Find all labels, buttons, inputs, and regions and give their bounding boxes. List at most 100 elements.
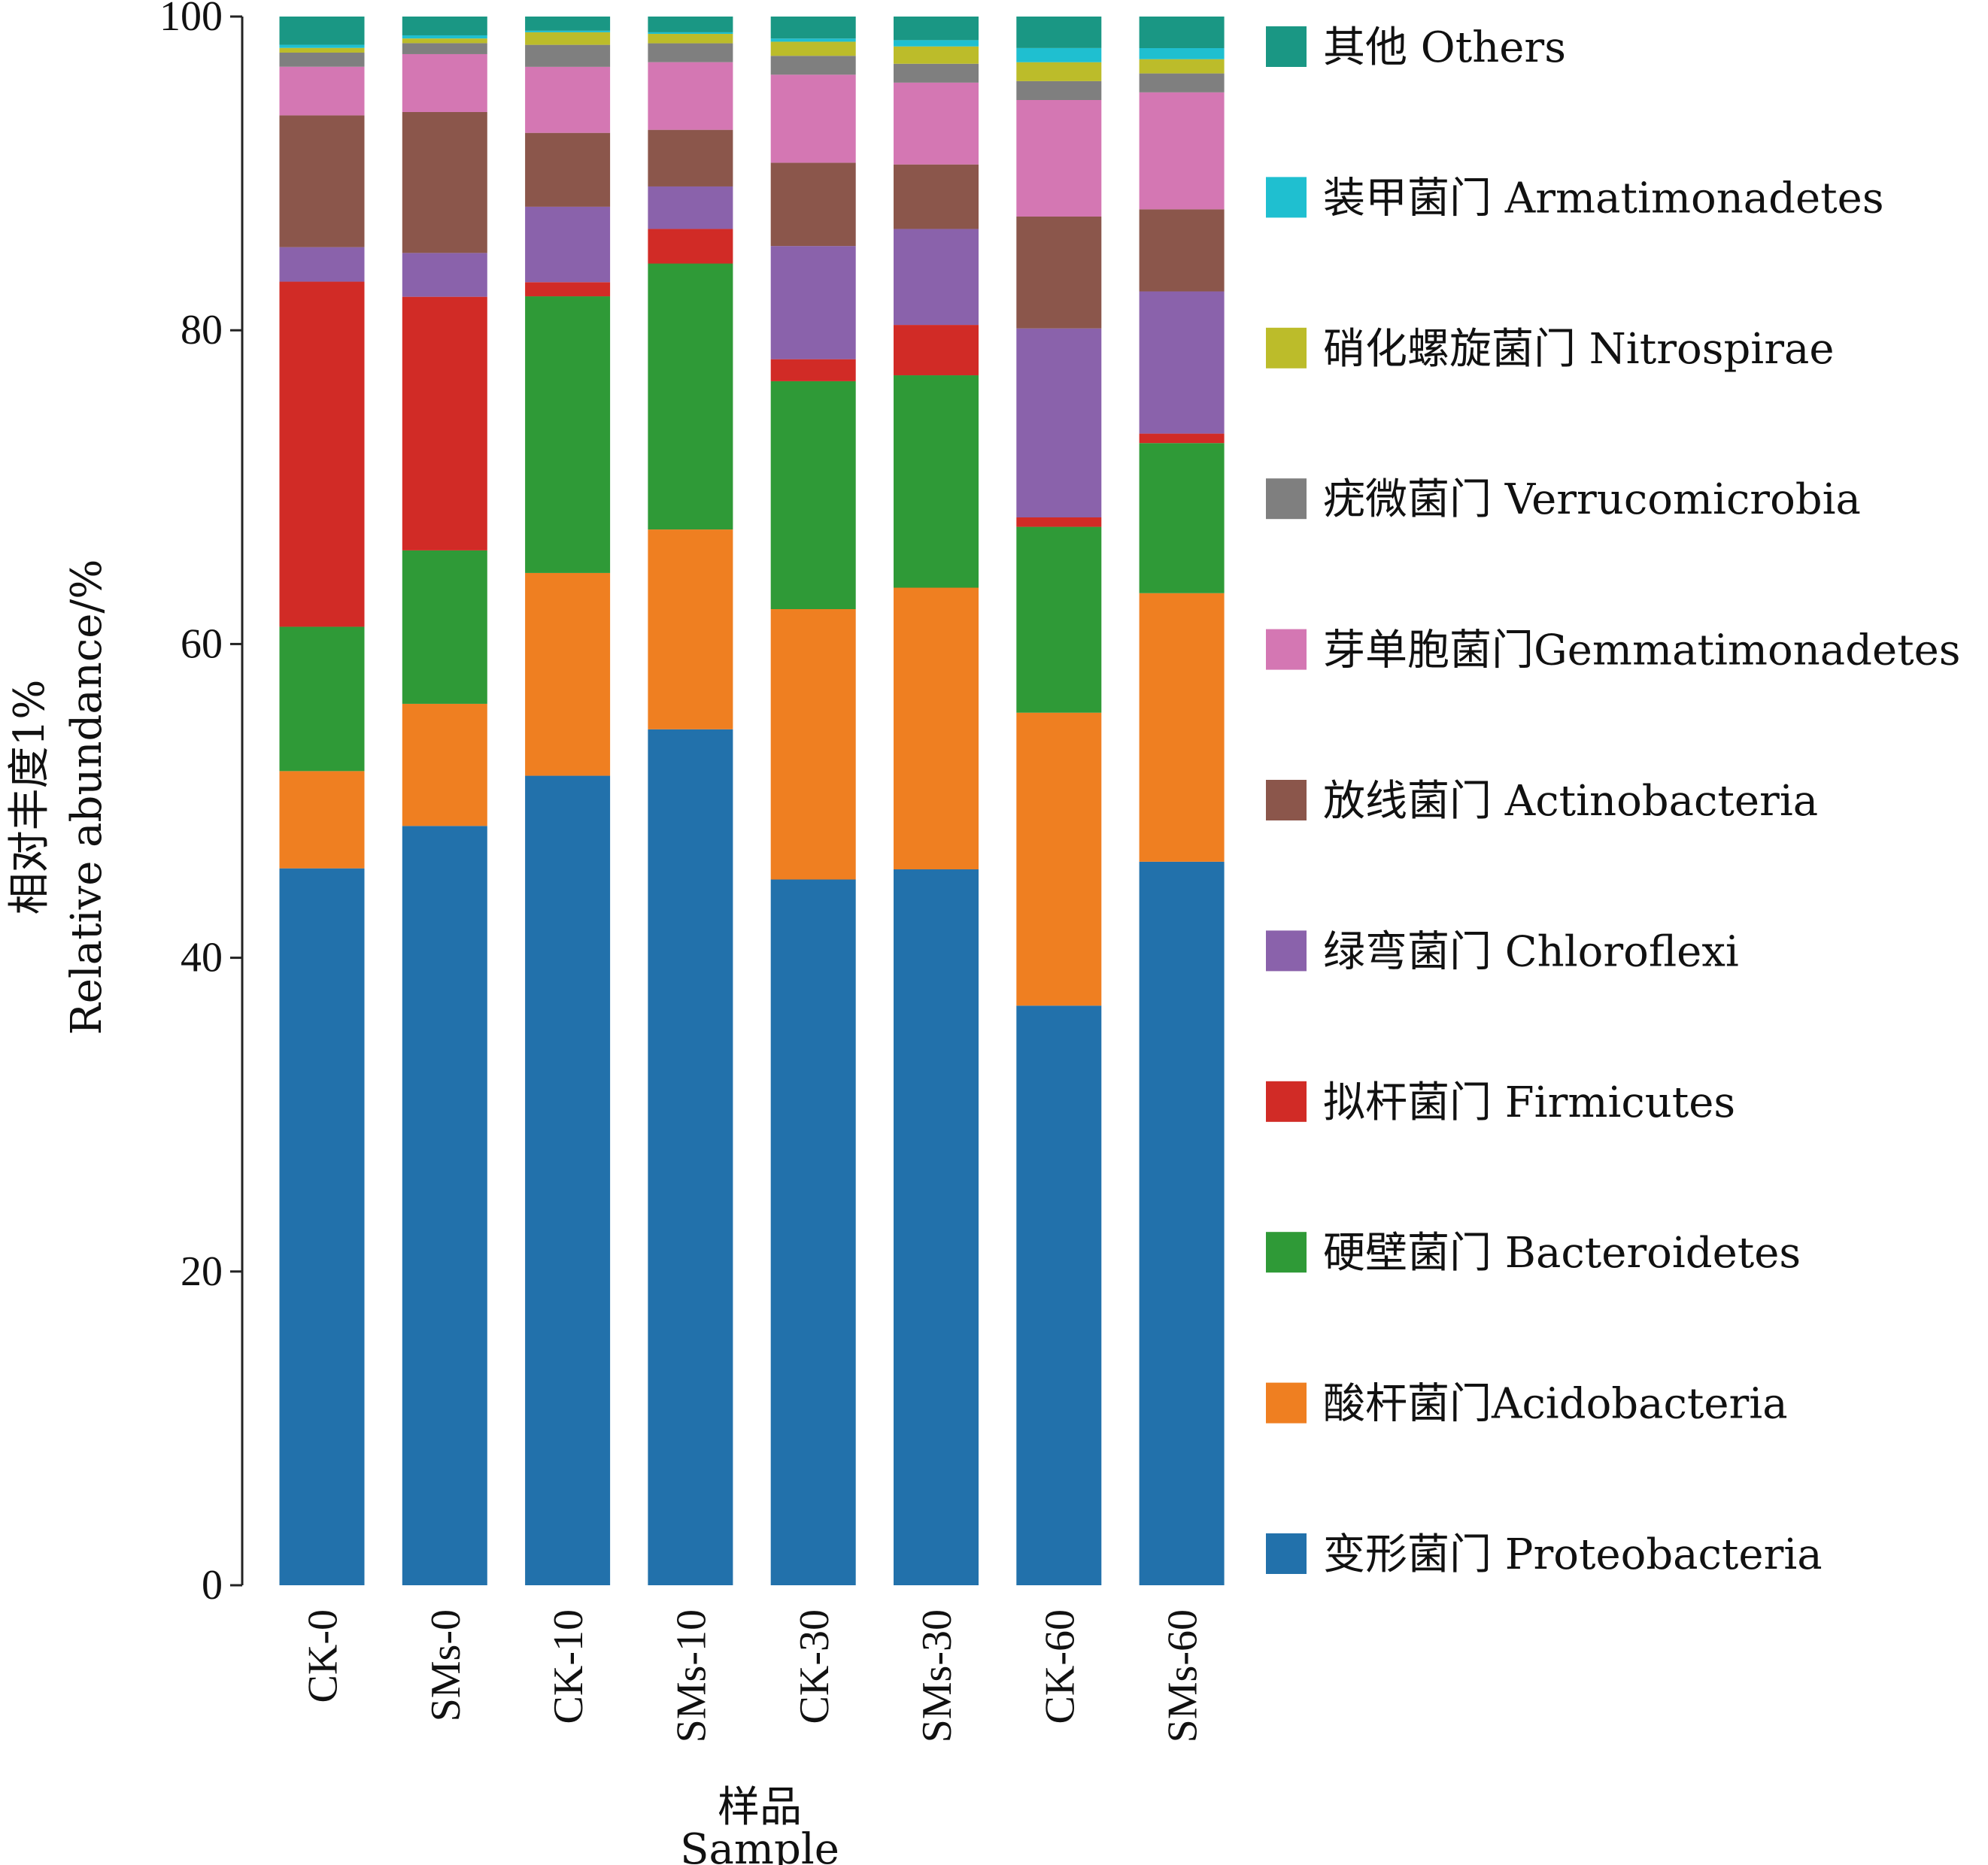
bar-segment [279,868,365,1585]
x-tick-label: CK-10 [545,1609,592,1724]
bar-segment [1139,209,1225,292]
bar-stack-sms-60 [1139,17,1225,1585]
legend-item: 拟杆菌门 Firmicutes [1266,1078,1735,1127]
bar-segment [525,206,611,283]
bar-segment [648,729,733,1585]
x-axis-title-cn: 样品 [718,1783,802,1832]
bar-segment [1016,328,1102,518]
legend-swatch [1266,780,1307,820]
bar-segment [1139,59,1225,74]
legend-item: 硝化螺旋菌门 Nitrospirae [1266,325,1835,374]
bar-segment [525,30,611,32]
bar-segment [279,247,365,282]
bar-segment [279,47,365,53]
bar-stack-ck-60 [1016,17,1102,1585]
bar-segment [770,162,856,247]
bar-segment [894,17,979,41]
bar-segment [894,164,979,229]
bar-segment [525,66,611,133]
y-axis-title-cn: 相对丰度1% [5,680,54,915]
bar-segment [402,296,487,550]
bar-segment [648,17,733,32]
legend-label: 酸杆菌门Acidobacteria [1323,1380,1788,1429]
bar-segment [402,38,487,44]
bar-segment [402,111,487,253]
x-tick-label: CK-60 [1036,1609,1083,1724]
bar-segment [770,879,856,1585]
bar-segment [648,32,733,35]
bars-layer [279,17,1225,1585]
legend-item: 酸杆菌门Acidobacteria [1266,1380,1788,1429]
bar-segment [1016,1005,1102,1585]
bar-segment [770,381,856,609]
bar-segment [648,129,733,186]
legend-item: 放线菌门 Actinobacteria [1266,777,1818,826]
bar-segment [402,35,487,39]
bar-segment [402,703,487,826]
x-tick-label: SMs-30 [914,1609,961,1742]
bar-segment [525,282,611,297]
bar-segment [1016,62,1102,81]
bar-segment [525,132,611,207]
bar-segment [648,62,733,130]
legend-swatch [1266,930,1307,972]
bar-segment [770,246,856,359]
legend-swatch [1266,478,1307,520]
x-tick-label: SMs-60 [1160,1609,1206,1742]
bar-segment [1139,433,1225,444]
y-tick-label: 40 [181,935,223,981]
bar-segment [770,17,856,39]
x-axis-labels: CK-0 SMs-0 CK-10 SMs-10 CK-30 SMs-30 CK-60 SMs-… [300,1609,1206,1742]
bar-segment [402,826,487,1585]
y-axis: 0 20 40 60 80 100 [159,0,244,1609]
x-axis-title-en: Sample [680,1825,839,1865]
legend-swatch [1266,629,1307,670]
bar-segment [279,52,365,67]
bar-segment [894,82,979,165]
bar-segment [648,229,733,264]
legend-swatch [1266,1382,1307,1424]
legend-swatch [1266,26,1307,67]
x-tick-label: SMs-0 [423,1609,469,1721]
legend-label: 拟杆菌门 Firmicutes [1323,1078,1735,1127]
bar-segment [770,608,856,880]
legend-label: 绿弯菌门 Chloroflexi [1323,927,1739,976]
legend-swatch [1266,1081,1307,1122]
bar-segment [1139,291,1225,434]
bar-segment [648,263,733,530]
legend-label: 硬壁菌门 Bacteroidetes [1323,1229,1801,1278]
bar-segment [402,550,487,704]
bar-segment [770,74,856,163]
legend-item: 绿弯菌门 Chloroflexi [1266,927,1739,976]
legend-item: 芽单胞菌门Gemmatimonadetes [1266,626,1961,675]
bar-segment [1139,17,1225,49]
legend-item: 其他 Others [1266,23,1566,72]
bar-segment [279,771,365,869]
bar-segment [894,63,979,83]
bar-segment [525,17,611,31]
bar-segment [1139,861,1225,1585]
bar-segment [1016,712,1102,1006]
bar-segment [279,17,365,45]
bar-stack-sms-0 [402,17,487,1585]
bar-segment [770,38,856,42]
y-tick-label: 100 [159,0,223,40]
legend-label: 疣微菌门 Verrucomicrobia [1323,475,1861,524]
y-tick-label: 80 [181,307,223,353]
bar-segment [279,44,365,48]
bar-segment [770,41,856,56]
legend-label: 硝化螺旋菌门 Nitrospirae [1323,325,1835,374]
bar-segment [525,32,611,45]
bar-segment [1016,17,1102,48]
bar-segment [279,281,365,627]
bar-segment [648,529,733,729]
legend-label: 装甲菌门 Armatimonadetes [1323,174,1884,223]
bar-segment [1016,216,1102,329]
bar-segment [402,53,487,112]
bar-segment [279,626,365,772]
bar-segment [770,359,856,381]
legend-swatch [1266,327,1307,368]
bar-segment [770,56,856,75]
